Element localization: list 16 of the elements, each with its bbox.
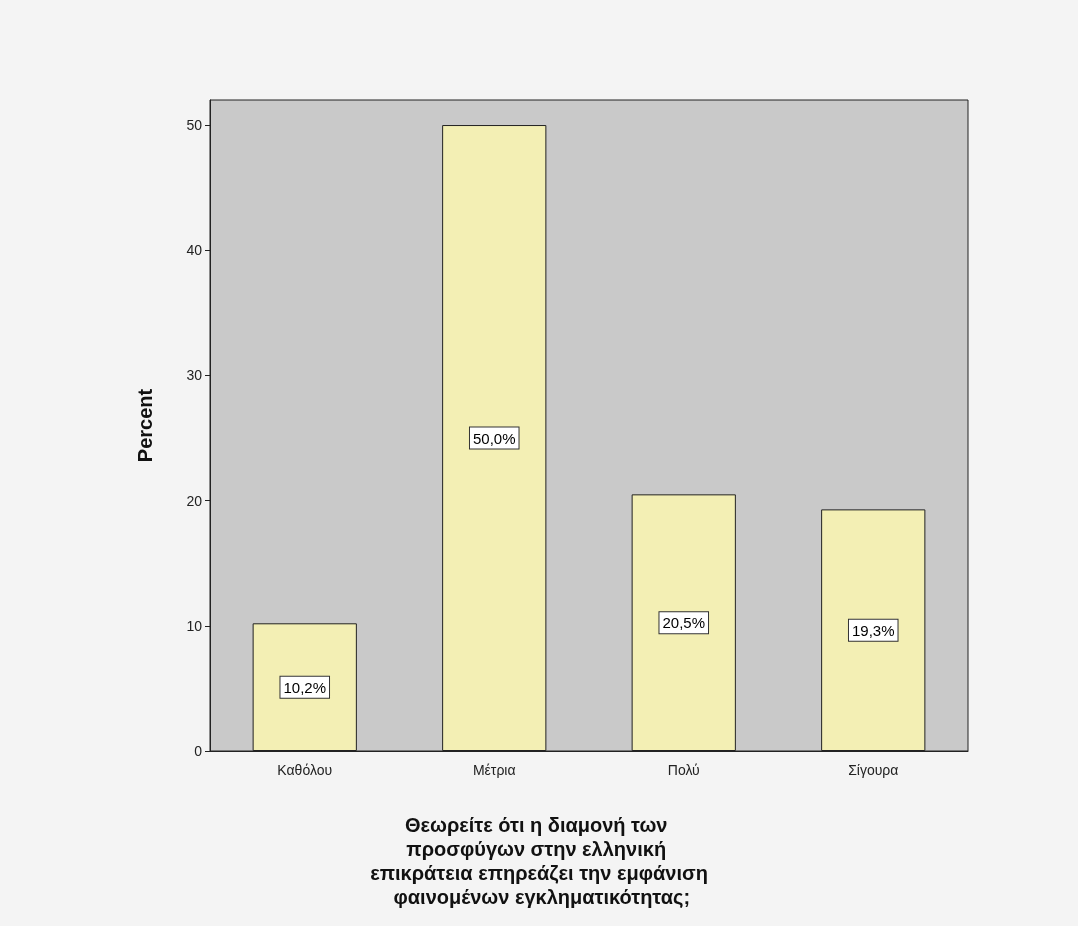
y-axis-title: Percent [134,388,156,463]
y-tick-label: 40 [186,242,203,259]
data-label: 10,2% [283,678,327,696]
x-tick-label: Καθόλου [277,762,333,778]
y-tick-label: 20 [186,492,203,509]
x-tick-label: Σίγουρα [848,762,899,778]
y-tick-label: 10 [186,617,203,634]
data-label: 20,5% [662,614,706,632]
y-tick-label: 0 [194,743,203,759]
x-tick-label: Μέτρια [472,762,516,778]
x-tick-label: Πολύ [667,762,700,778]
data-label: 19,3% [851,621,895,639]
y-tick-label: 30 [186,367,203,384]
data-label: 50,0% [472,429,516,447]
x-axis-title: Θεωρείτε ότι η διαμονή των προσφύγων στην ελληνική επικράτεια επηρεάζει την εμφάνιση φαινομένων εγκληματικότητας; [370,814,708,908]
y-tick-label: 50 [186,117,203,134]
